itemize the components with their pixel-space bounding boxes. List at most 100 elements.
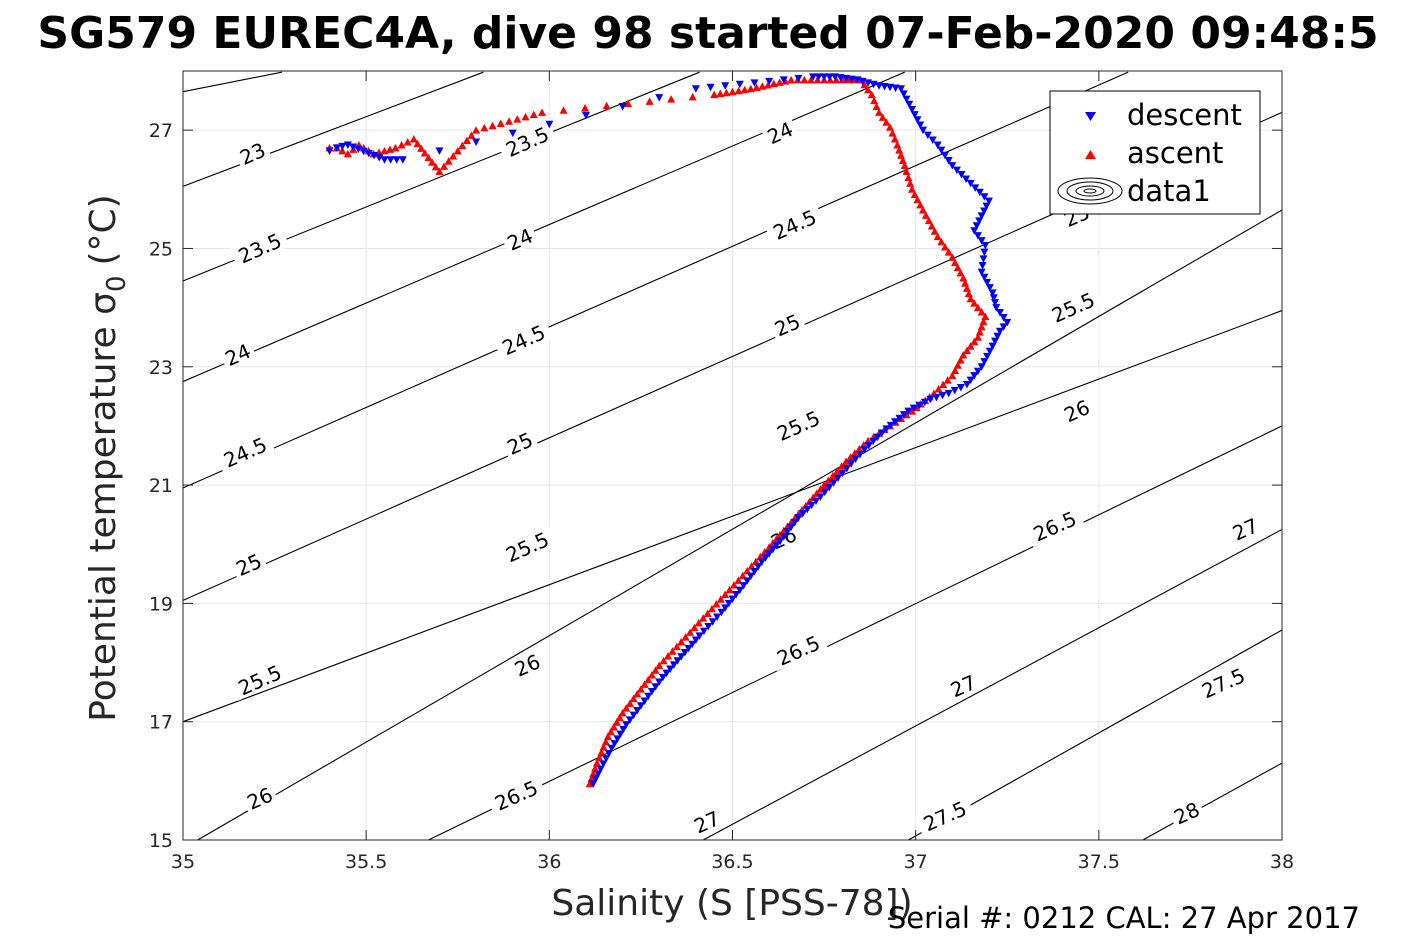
ascent-point (921, 211, 930, 219)
ascent-point (897, 151, 906, 159)
contour-label-bg (1167, 795, 1206, 830)
ascent-point (956, 268, 965, 277)
ascent-point (694, 618, 703, 627)
ascent-point (606, 727, 615, 736)
descent-point (613, 735, 622, 743)
descent-point (989, 294, 998, 302)
descent-point (589, 780, 598, 788)
legend-descent-marker (1085, 112, 1096, 121)
ascent-point (970, 299, 979, 307)
ascent-point (603, 732, 612, 740)
sigma-contour-27 (428, 425, 1283, 841)
ascent-point (758, 82, 767, 90)
ascent-point (664, 652, 673, 660)
ascent-point (633, 689, 642, 698)
descent-point (966, 179, 975, 188)
descent-point (677, 653, 686, 661)
descent-point (658, 673, 667, 682)
ascent-point (585, 779, 594, 788)
descent-point (842, 74, 851, 83)
descent-point (359, 147, 368, 156)
ascent-point (898, 156, 907, 164)
ascent-point (933, 232, 942, 241)
descent-point (724, 599, 733, 608)
descent-point (435, 147, 444, 155)
ascent-point (828, 471, 837, 480)
descent-point (787, 523, 796, 532)
ascent-point (890, 135, 899, 143)
ascent-point (937, 237, 946, 246)
ascent-point (440, 162, 449, 170)
sigma-contour-28-5 (1142, 762, 1283, 841)
legend: descent ascent data1 (1049, 90, 1261, 215)
descent-point (655, 94, 664, 102)
ascent-point (751, 557, 760, 565)
ascent-point (391, 143, 400, 152)
ascent-point (444, 157, 453, 165)
descent-point (354, 145, 363, 154)
x-tick-label: 38 (1270, 851, 1294, 873)
contour-label-group: 27 (1225, 511, 1265, 546)
descent-point (721, 82, 730, 90)
ascent-point (966, 342, 975, 350)
ascent-point (918, 206, 927, 214)
descent-point (853, 76, 862, 84)
ascent-point (612, 718, 621, 726)
descent-point (386, 156, 395, 164)
ascent-point (453, 146, 462, 155)
descent-point (926, 395, 935, 404)
ascent-point (769, 79, 778, 88)
descent-point (508, 129, 517, 138)
ascent-point (397, 140, 406, 149)
ascent-point (651, 666, 660, 674)
descent-point (596, 765, 605, 774)
descent-point (972, 222, 981, 230)
sigma-contour-26 (197, 209, 1283, 841)
descent-point (790, 518, 799, 527)
ascent-point (970, 337, 979, 346)
ascent-point (647, 670, 656, 679)
ascent-point (677, 637, 686, 646)
descent-point (937, 146, 946, 155)
legend-box (1049, 90, 1261, 215)
ascent-point (458, 141, 467, 150)
ascent-point (529, 110, 538, 119)
descent-point (809, 73, 818, 81)
descent-point (816, 493, 825, 501)
descent-point (691, 85, 700, 93)
ascent-point (756, 552, 765, 561)
x-tick-label: 37 (904, 851, 928, 873)
legend-ascent-label: ascent (1127, 136, 1223, 170)
ascent-point (716, 595, 725, 603)
ascent-point (338, 146, 347, 155)
descent-point (625, 716, 634, 724)
descent-point (880, 83, 889, 91)
descent-point (991, 299, 1000, 307)
descent-point (732, 591, 741, 599)
descent-point (735, 80, 744, 89)
ascent-point (417, 144, 426, 152)
descent-point (923, 131, 932, 140)
ascent-point (559, 106, 568, 114)
ascent-point (783, 522, 792, 530)
ascent-point (800, 75, 809, 84)
ascent-point (403, 137, 412, 146)
descent-point (618, 102, 627, 111)
ascent-point (688, 92, 697, 101)
descent-point (633, 706, 642, 715)
ascent-point (934, 384, 943, 393)
ascent-point (615, 713, 624, 722)
contour-label-bg (1042, 285, 1103, 329)
descent-point (721, 604, 730, 612)
ascent-point (864, 85, 873, 94)
ascent-point (449, 152, 458, 160)
ascent-point (625, 699, 634, 707)
ascent-point (775, 78, 784, 86)
y-tick-label: 17 (149, 712, 173, 734)
ascent-point (602, 101, 611, 110)
ascent-point (707, 604, 716, 613)
ascent-point (760, 547, 769, 556)
ascent-point (964, 289, 973, 298)
descent-point (746, 572, 755, 581)
ascent-point (747, 562, 756, 570)
